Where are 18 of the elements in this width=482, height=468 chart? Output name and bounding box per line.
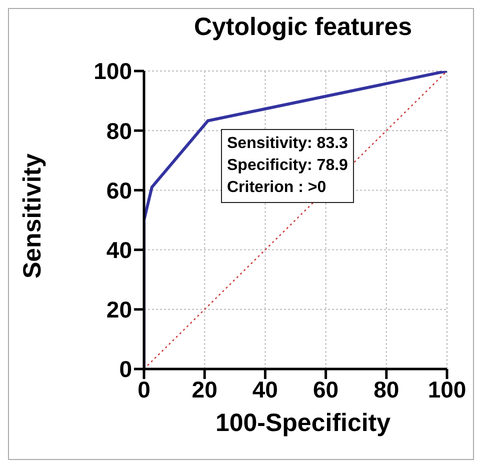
y-tick-label: 100	[94, 58, 132, 84]
x-tick-label: 0	[138, 376, 150, 402]
x-tick-label: 80	[374, 376, 400, 402]
x-tick-label: 20	[192, 376, 218, 402]
x-axis-title: 100-Specificity	[214, 409, 392, 438]
annotation: Sensitivity: 83.3	[227, 134, 348, 154]
chart-title: Cytologic features	[192, 13, 414, 42]
y-tick-label: 0	[119, 356, 132, 382]
x-tick-label: 40	[252, 376, 278, 402]
x-tick-label: 100	[428, 376, 466, 402]
y-tick-label: 40	[106, 236, 132, 263]
y-tick-label: 80	[106, 118, 132, 144]
annotation: Specificity: 78.9	[227, 156, 348, 176]
y-tick-label: 60	[106, 177, 132, 204]
y-tick-label: 20	[106, 296, 132, 323]
annotation: Criterion : >0	[227, 178, 328, 198]
x-tick-label: 60	[313, 376, 339, 402]
y-axis-title: Sensitivity	[18, 153, 48, 279]
